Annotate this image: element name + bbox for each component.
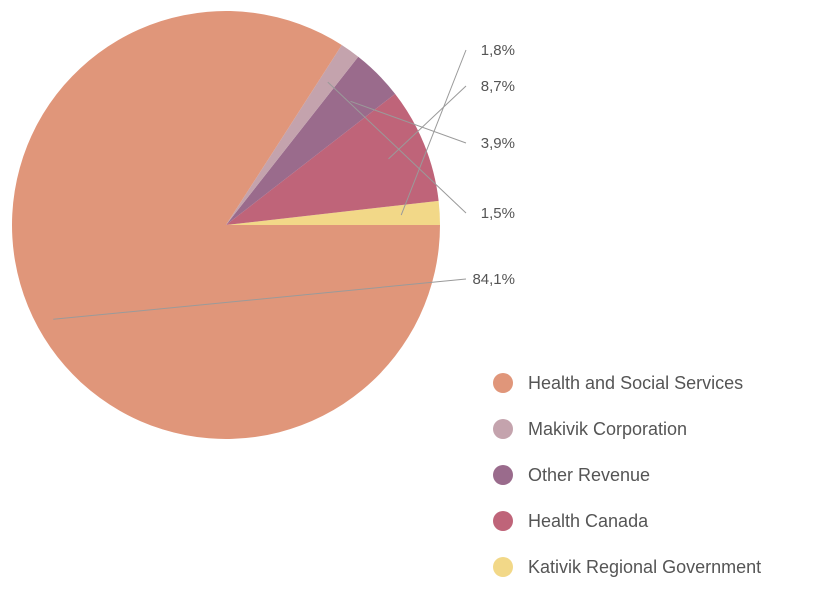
legend-item: Other Revenue: [493, 452, 761, 498]
pie-slice: [11, 11, 441, 440]
legend-label: Kativik Regional Government: [528, 556, 762, 577]
slice-value-label: 8,7%: [481, 78, 515, 95]
legend-label: Makivik Corporation: [528, 418, 688, 439]
pie-chart: 1,8% 8,7% 3,9% 1,5% 84,1%: [11, 11, 515, 440]
pie-slices: [11, 11, 441, 440]
legend-label: Health and Social Services: [528, 372, 744, 393]
legend-swatch: [493, 465, 513, 485]
leader-line: [388, 85, 467, 160]
leader-line: [53, 278, 467, 320]
slice-value-label: 1,8%: [481, 42, 515, 59]
legend-swatch: [493, 373, 513, 393]
pie-slice: [226, 93, 439, 225]
legend-item: Health and Social Services: [493, 360, 761, 406]
legend-swatch: [493, 419, 513, 439]
legend-item: Health Canada: [493, 498, 761, 544]
pie-slice: [226, 200, 440, 225]
legend-swatch: [493, 557, 513, 577]
slice-value-label: 84,1%: [472, 271, 515, 288]
legend: Health and Social Services Makivik Corpo…: [493, 360, 761, 590]
leader-line: [350, 100, 467, 144]
legend-item: Makivik Corporation: [493, 406, 761, 452]
slice-value-label: 1,5%: [481, 205, 515, 222]
legend-item: Kativik Regional Government: [493, 544, 761, 590]
legend-label: Health Canada: [528, 510, 649, 531]
pie-slice: [226, 56, 396, 226]
legend-swatch: [493, 511, 513, 531]
leader-line: [400, 49, 467, 216]
leader-line: [327, 81, 467, 214]
pie-callouts: 1,8% 8,7% 3,9% 1,5% 84,1%: [53, 42, 515, 320]
slice-value-label: 3,9%: [481, 135, 515, 152]
pie-slice: [226, 45, 359, 225]
legend-label: Other Revenue: [528, 464, 651, 485]
